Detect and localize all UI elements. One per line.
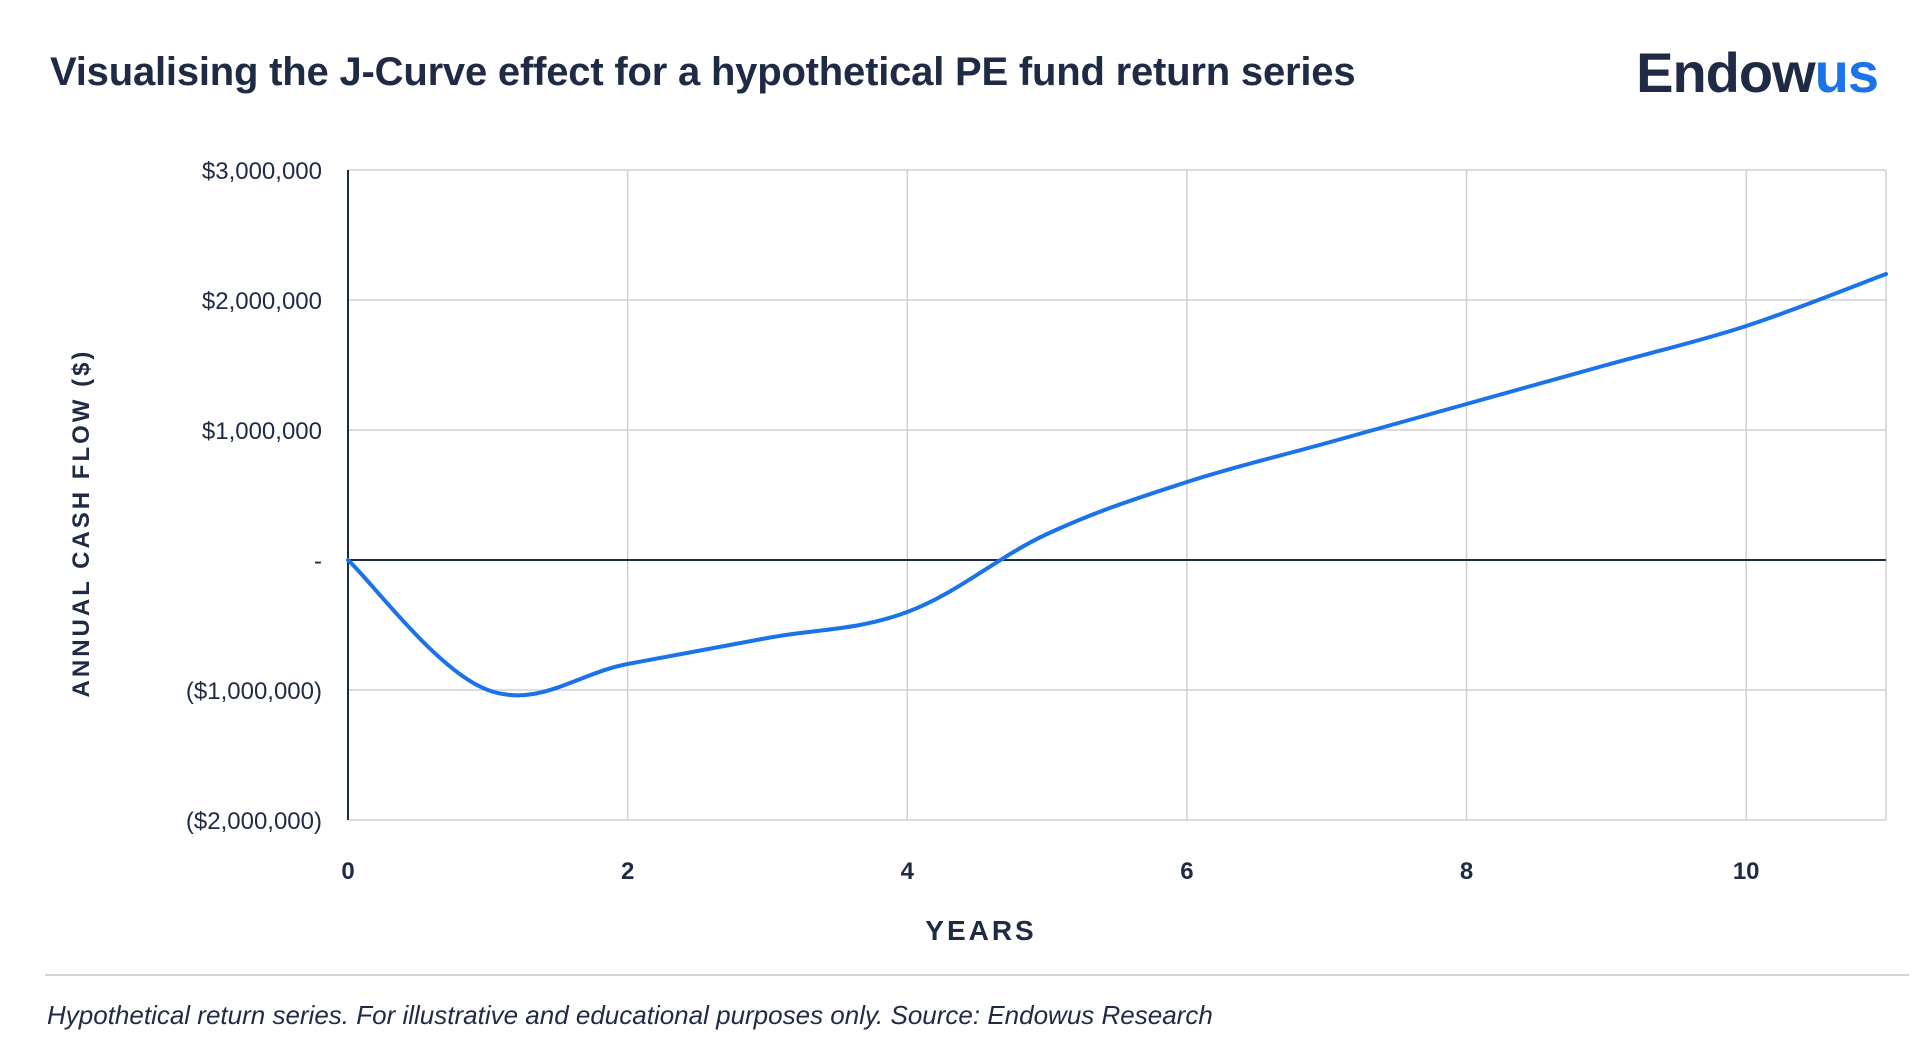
chart-title: Visualising the J-Curve effect for a hyp…: [50, 50, 1356, 94]
x-tick-label: 6: [1180, 858, 1193, 885]
series-line: [346, 272, 1888, 698]
y-tick-label: ($2,000,000): [186, 808, 322, 835]
gridlines: [348, 169, 1887, 821]
endowus-logo: Endowus: [1636, 40, 1879, 105]
y-tick-label: -: [314, 548, 322, 575]
y-tick-labels: $3,000,000 $2,000,000 $1,000,000 - ($1,000,0…: [186, 158, 322, 835]
y-tick-label: $1,000,000: [202, 418, 322, 445]
y-tick-label: $3,000,000: [202, 158, 322, 185]
x-tick-label: 4: [901, 858, 915, 885]
logo-text-main: Endow: [1636, 41, 1816, 104]
series-layer: [346, 272, 1888, 698]
x-tick-labels: 0 2 4 6 8 10: [341, 858, 1759, 885]
x-tick-label: 10: [1733, 858, 1760, 885]
footer-divider: [45, 974, 1909, 976]
y-tick-label: ($1,000,000): [186, 678, 322, 705]
source-footnote: Hypothetical return series. For illustra…: [47, 1000, 1213, 1030]
x-tick-label: 2: [621, 858, 634, 885]
x-tick-label: 8: [1460, 858, 1473, 885]
y-tick-label: $2,000,000: [202, 288, 322, 315]
logo-text-accent: us: [1814, 41, 1879, 104]
x-axis-label: YEARS: [925, 915, 1036, 946]
y-axis-label: ANNUAL CASH FLOW ($): [68, 349, 95, 698]
x-tick-label: 0: [341, 858, 354, 885]
